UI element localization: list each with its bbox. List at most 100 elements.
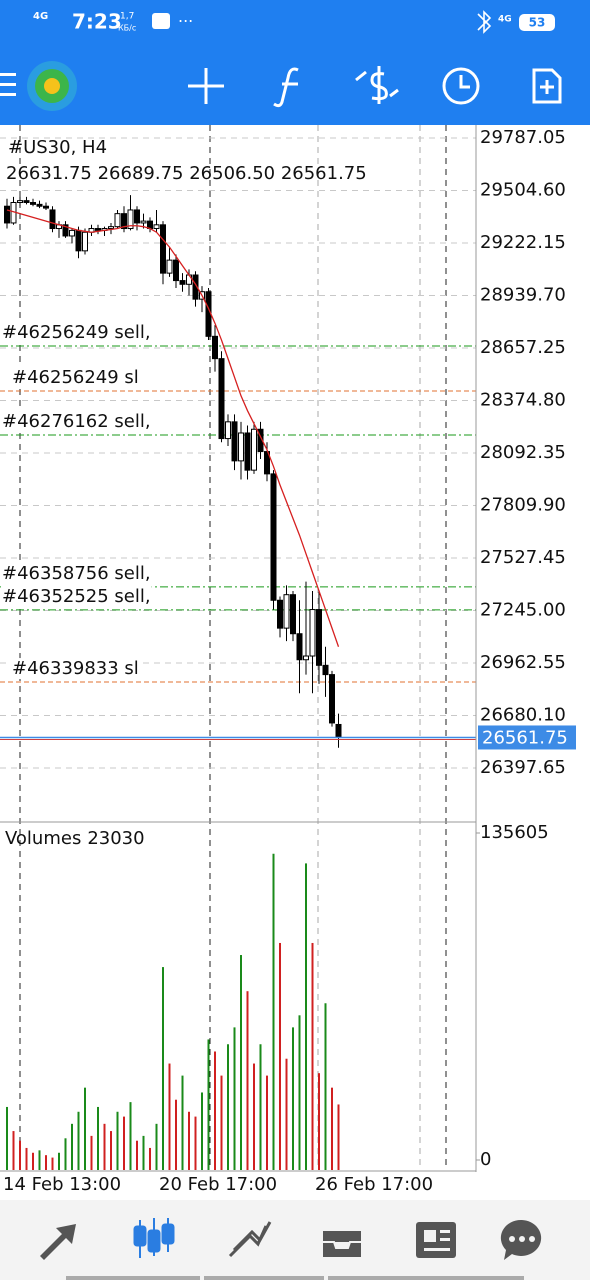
history-tab[interactable]	[321, 1229, 363, 1259]
app-logo[interactable]	[27, 61, 77, 111]
menu-button[interactable]	[0, 73, 16, 96]
volume-bar	[51, 1157, 54, 1170]
candle-body	[108, 226, 114, 230]
candle-body	[127, 209, 134, 230]
volume-bar	[194, 1116, 197, 1170]
candle-body	[121, 213, 127, 230]
volume-bar	[220, 1075, 223, 1170]
volume-bar	[266, 1075, 268, 1170]
volume-bar	[162, 967, 164, 1170]
history-button[interactable]	[442, 67, 480, 105]
volume-tick-label: 0	[480, 1149, 491, 1170]
moving-average	[6, 209, 340, 647]
order-label-bg	[1, 321, 152, 343]
y-tick-label: 27809.90	[480, 494, 566, 515]
order-label: #46256249 sl	[12, 367, 139, 388]
chart-tab[interactable]	[133, 1218, 175, 1258]
order-label: #46339833 sl	[12, 658, 139, 679]
order-label-bg	[11, 366, 140, 388]
volume-tick-label: 135605	[480, 822, 549, 843]
volume-bar	[246, 991, 249, 1170]
order-label-bg	[1, 411, 152, 433]
candle-body	[283, 594, 290, 629]
volume-bar	[272, 853, 275, 1170]
trade-tab[interactable]	[228, 1221, 272, 1258]
volume-bar	[129, 1102, 132, 1170]
volume-bar	[259, 1044, 262, 1170]
clock: 7:23	[72, 10, 122, 34]
volume-bar	[214, 1051, 216, 1170]
candle-body	[95, 228, 101, 231]
symbol-title: #US30, H4	[8, 137, 107, 158]
volume-bar	[324, 1003, 327, 1170]
candle-body	[49, 209, 56, 230]
candle-body	[303, 655, 309, 661]
candle-body	[4, 205, 10, 224]
quotes-tab[interactable]	[40, 1224, 76, 1260]
volume-bar	[318, 1073, 320, 1170]
volume-bar	[285, 1058, 288, 1170]
candle-body	[192, 274, 199, 300]
volume-bar	[155, 1123, 158, 1170]
candle-body	[160, 224, 166, 274]
battery-level: 53	[529, 16, 546, 30]
candle-body	[309, 609, 316, 657]
candle-body	[296, 633, 303, 661]
candle-body	[277, 599, 283, 629]
chat-tab[interactable]	[500, 1219, 542, 1260]
volume-bar	[90, 1135, 93, 1170]
nav-indicators	[66, 1276, 524, 1280]
volume-bar	[12, 1131, 15, 1170]
candle-body	[322, 664, 329, 676]
candle-body	[69, 229, 75, 237]
volume-bar	[110, 1131, 112, 1170]
volume-bar	[233, 1027, 236, 1170]
volume-bar	[311, 942, 314, 1170]
candle-body	[218, 358, 225, 440]
volume-bar	[6, 1106, 8, 1170]
x-tick-label: 20 Feb 17:00	[159, 1174, 277, 1195]
volume-bar	[201, 1092, 203, 1170]
candle-body	[153, 224, 160, 230]
order-label-bg	[11, 658, 140, 680]
network: 4G	[33, 11, 48, 22]
y-tick-label: 27245.00	[480, 599, 566, 620]
candle-body	[140, 220, 147, 224]
crosshair-button[interactable]	[188, 68, 224, 104]
order-label: #46358756 sell,	[2, 563, 151, 584]
volume-bar	[19, 1140, 21, 1170]
ohlc-text: 26631.75 26689.75 26506.50 26561.75	[6, 163, 367, 184]
volume-bar	[240, 955, 242, 1170]
indicators-button[interactable]	[273, 67, 299, 108]
volume-bar	[181, 1075, 184, 1170]
volume-bar	[97, 1106, 99, 1170]
order-label: #46352525 sell,	[2, 586, 151, 607]
volume-bar	[331, 1087, 333, 1170]
volume-bar	[64, 1138, 67, 1170]
new-order-button[interactable]	[532, 68, 562, 104]
news-tab[interactable]	[416, 1222, 456, 1258]
candle-body	[134, 209, 140, 224]
candle-body	[17, 200, 23, 204]
candle-body	[244, 432, 251, 471]
volume-bar	[175, 1099, 177, 1170]
candle-body	[36, 203, 43, 207]
y-tick-label: 29504.60	[480, 179, 566, 200]
volume-bar	[123, 1116, 125, 1170]
volume-bar	[149, 1147, 151, 1170]
battery	[519, 14, 555, 31]
candle-body	[270, 473, 277, 601]
period-separators	[19, 125, 447, 1170]
volume-bar	[253, 1063, 255, 1170]
volume-bar	[279, 942, 281, 1170]
order-label: #46276162 sell,	[2, 411, 151, 432]
volume-bar	[168, 1063, 171, 1170]
volume-bar	[84, 1087, 86, 1170]
candle-body	[179, 280, 186, 285]
y-tick-label: 29222.15	[480, 232, 566, 253]
y-tick-label: 28657.25	[480, 337, 566, 358]
bottom-nav	[0, 1200, 590, 1280]
volume-bar	[38, 1150, 41, 1170]
trade-button[interactable]	[355, 66, 399, 104]
